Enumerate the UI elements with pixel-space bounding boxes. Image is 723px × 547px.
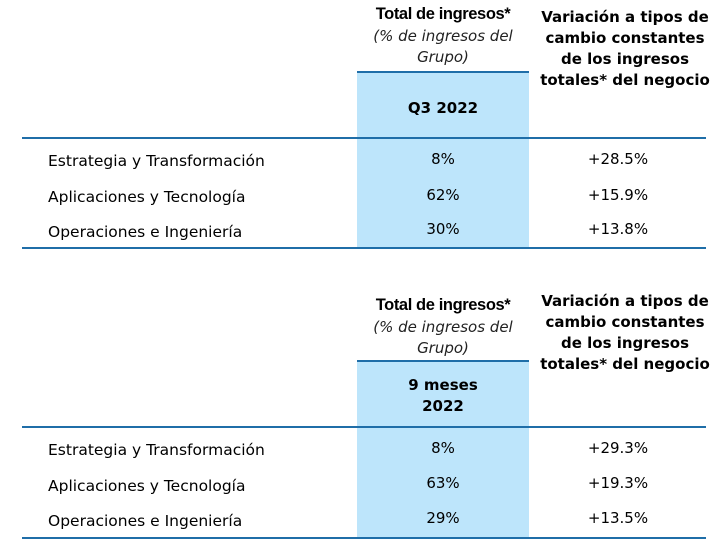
header-total: Total de ingresos* [375,296,511,314]
divider [22,137,706,139]
header-total-sub: (% de ingresos del Grupo) [373,27,513,66]
row-share: 29% [426,509,460,527]
period-label: 9 meses 2022 [408,376,478,415]
period-label: Q3 2022 [407,99,479,117]
row-change: +15.9% [587,186,649,204]
header-total: Total de ingresos* [375,5,511,23]
row-share: 8% [431,150,455,168]
highlight-column [357,361,529,537]
row-change: +13.8% [587,220,649,238]
header-variation: Variación a tipos de cambio constantes d… [540,292,710,373]
row-change: +29.3% [587,439,649,457]
divider [357,71,529,73]
divider [22,247,706,249]
row-change: +28.5% [587,150,649,168]
row-share: 62% [426,186,460,204]
row-share: 63% [426,474,460,492]
divider [22,426,706,428]
row-label: Operaciones e Ingeniería [48,512,243,530]
row-share: 8% [431,439,455,457]
row-label: Aplicaciones y Tecnología [48,477,246,495]
row-share: 30% [426,220,460,238]
row-change: +13.5% [587,509,649,527]
divider [22,537,706,539]
header-total-sub: (% de ingresos del Grupo) [373,318,513,357]
row-label: Estrategia y Transformación [48,152,265,170]
highlight-column [357,72,529,248]
row-label: Aplicaciones y Tecnología [48,188,246,206]
row-label: Operaciones e Ingeniería [48,223,243,241]
row-label: Estrategia y Transformación [48,441,265,459]
row-change: +19.3% [587,474,649,492]
header-variation: Variación a tipos de cambio constantes d… [540,8,710,89]
divider [357,360,529,362]
